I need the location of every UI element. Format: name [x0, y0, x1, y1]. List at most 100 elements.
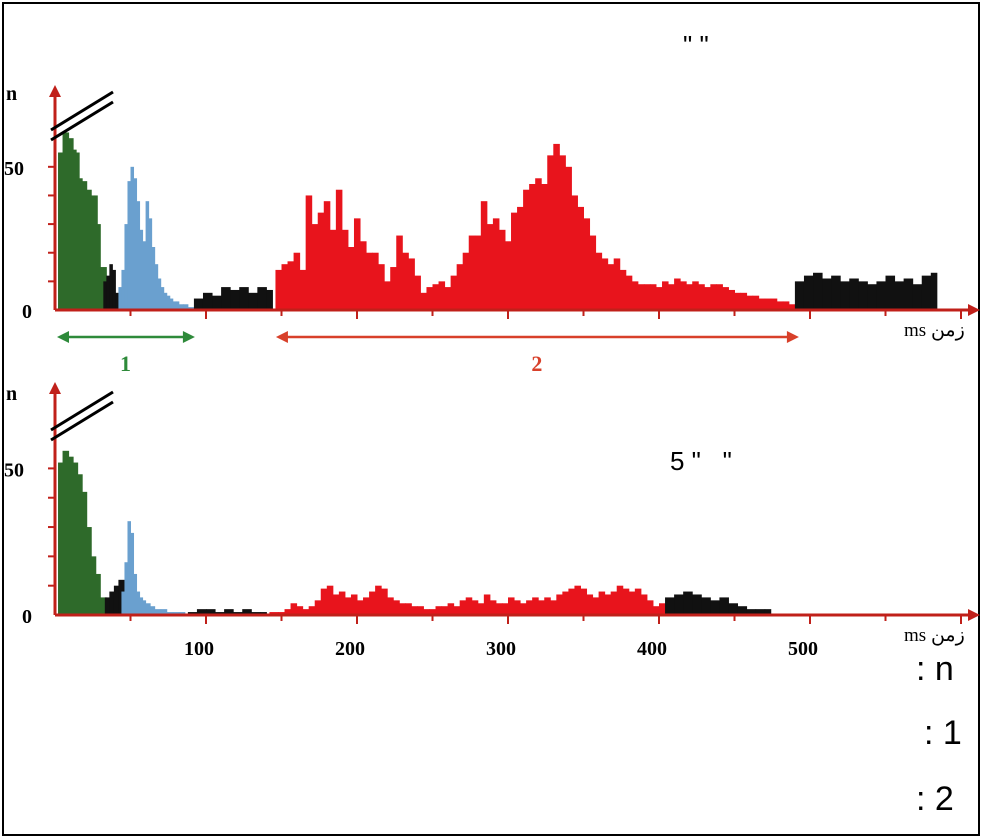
- bar: [813, 272, 823, 310]
- bar: [613, 258, 621, 310]
- bar: [435, 606, 443, 615]
- x-tick-label: 500: [788, 638, 818, 660]
- bar: [646, 600, 654, 615]
- bar: [375, 585, 382, 615]
- bar: [498, 229, 506, 310]
- bar: [462, 252, 470, 310]
- bar: [202, 292, 213, 310]
- bar: [737, 606, 748, 615]
- bar: [559, 155, 566, 310]
- bar: [683, 591, 693, 615]
- bar: [338, 591, 346, 615]
- bar: [592, 597, 600, 615]
- top-title: " ": [683, 30, 709, 60]
- bar: [903, 278, 914, 310]
- bar: [275, 269, 282, 310]
- bar: [598, 591, 606, 615]
- bar: [776, 301, 784, 310]
- y-axis-arrow: [49, 382, 61, 394]
- bar: [62, 450, 70, 615]
- bar: [526, 600, 533, 615]
- bar: [589, 235, 597, 310]
- bar: [360, 241, 367, 310]
- bar: [659, 603, 666, 615]
- bar: [453, 606, 461, 615]
- bar: [652, 606, 660, 615]
- bar: [86, 189, 92, 310]
- bar: [142, 600, 147, 615]
- range-arrow-2: 2: [275, 331, 799, 376]
- bar: [649, 284, 657, 310]
- bar: [912, 284, 923, 310]
- bar: [417, 606, 424, 615]
- bar: [175, 301, 180, 310]
- bar: [414, 275, 421, 310]
- bar: [73, 462, 79, 615]
- bar: [363, 597, 370, 615]
- bar: [492, 218, 500, 310]
- bar: [586, 594, 594, 615]
- bar: [242, 609, 252, 615]
- bar: [764, 298, 772, 310]
- bar: [794, 281, 805, 310]
- bar: [387, 597, 394, 615]
- bar: [281, 264, 289, 310]
- bar: [655, 287, 663, 310]
- bar: [438, 281, 446, 310]
- bar: [867, 284, 877, 310]
- range-arrowhead-right: [786, 331, 799, 343]
- bar: [692, 281, 699, 310]
- bar: [329, 229, 337, 310]
- axis-break-mark: [50, 390, 114, 432]
- bar: [124, 224, 128, 310]
- bar: [577, 206, 584, 310]
- bar: [595, 252, 603, 310]
- bar: [62, 132, 70, 310]
- bar: [468, 235, 476, 310]
- range-arrowhead-left: [275, 331, 288, 343]
- bar: [764, 609, 772, 615]
- bar: [86, 527, 92, 615]
- series-6: [794, 272, 938, 310]
- y-tick-label: 50: [4, 459, 24, 481]
- series-5: [275, 143, 796, 310]
- bar: [79, 178, 83, 310]
- bar: [450, 275, 458, 310]
- bar: [508, 597, 515, 615]
- bar: [136, 591, 141, 615]
- bar: [511, 212, 518, 310]
- bar: [145, 201, 150, 310]
- bar: [124, 562, 128, 615]
- bar: [145, 603, 151, 615]
- bar: [770, 298, 778, 310]
- bar: [538, 600, 545, 615]
- bar: [127, 521, 131, 615]
- bar: [402, 252, 409, 310]
- series-3: [118, 166, 195, 310]
- bar: [665, 597, 675, 615]
- bar: [121, 269, 125, 310]
- bar: [172, 301, 177, 310]
- bar: [408, 258, 415, 310]
- bar: [130, 166, 135, 310]
- legend-1: : 1: [924, 714, 962, 752]
- bar: [308, 606, 316, 615]
- bar: [68, 138, 74, 310]
- bar: [544, 597, 551, 615]
- bar: [668, 284, 675, 310]
- bar: [722, 287, 729, 310]
- bar: [212, 295, 222, 310]
- bar: [326, 585, 334, 615]
- bar: [396, 235, 403, 310]
- bar: [474, 235, 482, 310]
- bar: [858, 281, 868, 310]
- bar: [432, 284, 440, 310]
- bar: [574, 585, 581, 615]
- bar: [701, 597, 711, 615]
- bar: [77, 474, 83, 615]
- series-1: [58, 132, 107, 310]
- bar: [335, 189, 343, 310]
- bar: [73, 149, 77, 310]
- bar: [894, 281, 905, 310]
- bar: [100, 597, 107, 615]
